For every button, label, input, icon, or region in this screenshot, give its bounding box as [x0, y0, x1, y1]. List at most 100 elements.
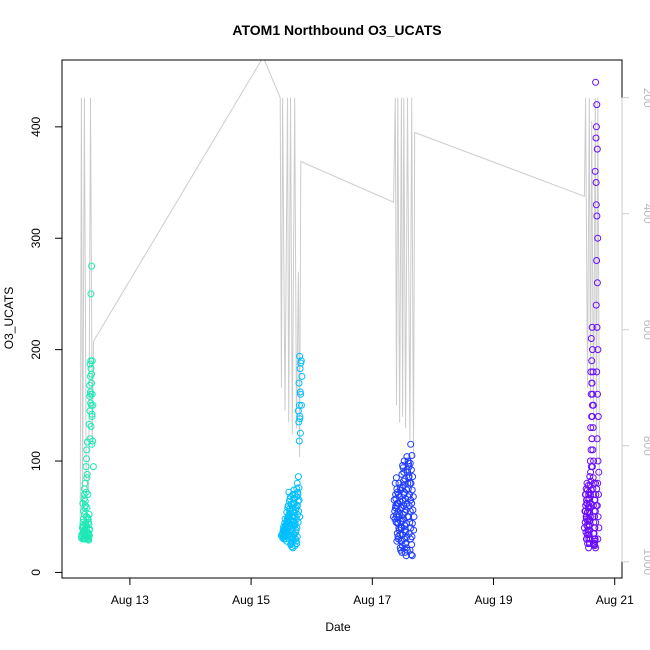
x-tick-label: Aug 19 — [474, 593, 512, 607]
data-point — [592, 134, 600, 142]
y2-tick-label: 800 — [641, 436, 650, 456]
data-point — [408, 486, 416, 494]
y2-tick-label: 1000 — [641, 548, 650, 575]
data-point — [298, 372, 306, 380]
x-axis-label: Date — [325, 620, 351, 634]
data-point — [594, 413, 602, 420]
data-point — [594, 535, 602, 543]
data-point — [588, 463, 596, 471]
data-point — [294, 518, 302, 526]
data-point — [591, 167, 599, 175]
data-point — [594, 234, 602, 242]
data-point — [403, 453, 411, 461]
y-tick-label: 200 — [29, 339, 43, 359]
data-point — [594, 479, 602, 487]
y2-tick-label: 600 — [641, 320, 650, 340]
y-tick-label: 400 — [29, 117, 43, 137]
data-point — [83, 474, 91, 482]
data-point — [588, 357, 596, 365]
data-point — [408, 533, 416, 541]
data-point — [292, 528, 300, 536]
data-point — [87, 290, 95, 298]
data-point — [292, 537, 300, 545]
data-point — [595, 468, 603, 476]
data-point — [409, 506, 417, 514]
data-point — [398, 504, 406, 512]
data-point — [589, 424, 597, 432]
data-point — [89, 437, 97, 445]
data-point — [295, 401, 303, 409]
data-point — [88, 262, 96, 270]
data-point — [594, 346, 602, 354]
data-point — [88, 410, 96, 418]
data-point — [393, 511, 400, 518]
data-point — [589, 346, 596, 354]
data-point — [88, 413, 96, 420]
data-point — [294, 497, 302, 505]
data-point — [593, 212, 601, 220]
data-point — [400, 468, 408, 476]
data-point — [592, 123, 600, 131]
data-point — [408, 552, 416, 560]
data-point — [395, 511, 403, 518]
data-point — [88, 370, 95, 378]
data-point — [586, 473, 594, 481]
secondary-y-axis: 200 400 600 800 1000 — [621, 88, 650, 575]
data-point — [594, 390, 601, 398]
data-point — [86, 381, 94, 389]
data-point — [396, 531, 404, 539]
data-point — [396, 497, 404, 505]
data-point — [589, 368, 597, 376]
data-point — [403, 546, 411, 554]
data-point — [410, 513, 418, 521]
x-tick-label: Aug 13 — [111, 593, 149, 607]
data-point — [586, 495, 594, 503]
data-point — [409, 473, 417, 481]
data-point — [594, 513, 602, 521]
data-point — [399, 462, 407, 469]
data-point — [595, 491, 602, 498]
data-point — [297, 359, 305, 367]
data-point — [588, 379, 596, 387]
data-point — [593, 145, 601, 153]
data-point — [593, 257, 601, 264]
data-point — [588, 435, 596, 443]
data-point — [291, 542, 299, 550]
data-point — [593, 368, 601, 376]
data-point — [89, 463, 97, 471]
data-point — [83, 455, 90, 463]
data-point — [592, 78, 600, 86]
data-point — [294, 488, 302, 496]
data-point — [89, 401, 97, 409]
data-point — [592, 201, 600, 209]
data-point — [85, 521, 93, 528]
data-point — [295, 379, 303, 387]
data-point — [84, 491, 92, 498]
data-point — [586, 513, 594, 521]
data-point — [88, 379, 95, 387]
data-point — [86, 525, 94, 533]
data-point — [85, 511, 93, 518]
data-point — [594, 457, 602, 465]
data-point — [407, 479, 415, 487]
data-point — [589, 446, 597, 454]
x-tick-label: Aug 15 — [232, 593, 270, 607]
data-point — [295, 437, 303, 445]
data-point — [296, 415, 304, 423]
data-point — [589, 401, 597, 409]
data-point — [595, 524, 603, 532]
y2-tick-label: 200 — [641, 88, 650, 108]
data-points — [77, 78, 603, 560]
data-point — [293, 533, 301, 541]
data-point — [87, 388, 94, 396]
pressure-line — [79, 60, 601, 533]
data-point — [82, 463, 90, 471]
y-tick-label: 0 — [29, 569, 43, 576]
data-point — [289, 544, 297, 552]
y2-tick-label: 400 — [641, 204, 650, 224]
data-point — [393, 537, 401, 545]
data-point — [397, 524, 405, 532]
data-point — [88, 440, 96, 448]
x-tick-label: Aug 21 — [596, 593, 634, 607]
